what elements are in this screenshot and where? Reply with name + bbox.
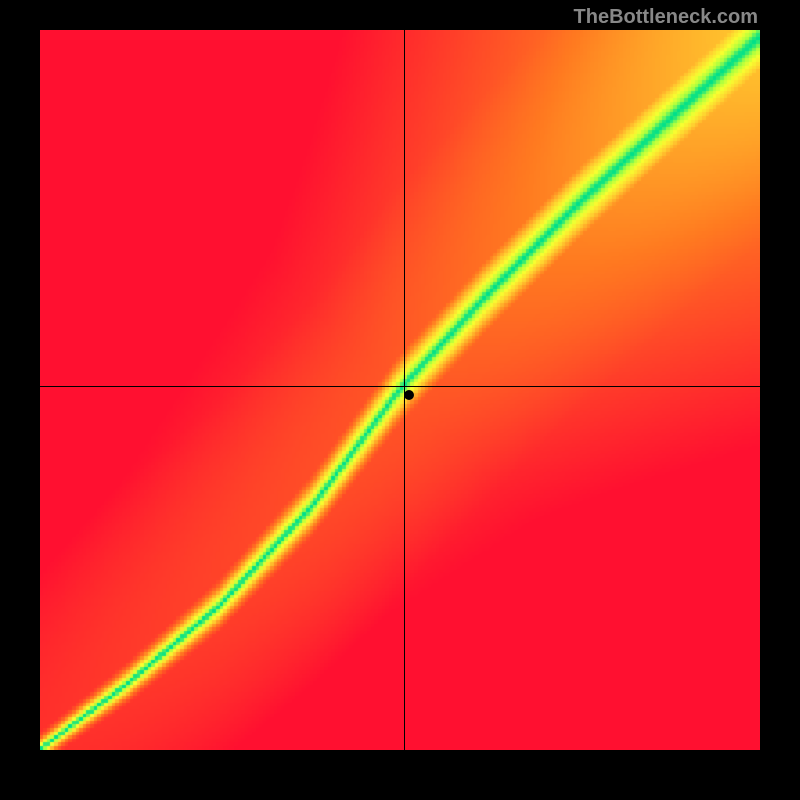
watermark-text: TheBottleneck.com — [574, 6, 758, 29]
crosshair-marker — [404, 390, 414, 400]
plot-area — [40, 30, 760, 750]
crosshair-horizontal — [40, 386, 760, 387]
heatmap-canvas — [40, 30, 760, 750]
crosshair-vertical — [404, 30, 405, 750]
